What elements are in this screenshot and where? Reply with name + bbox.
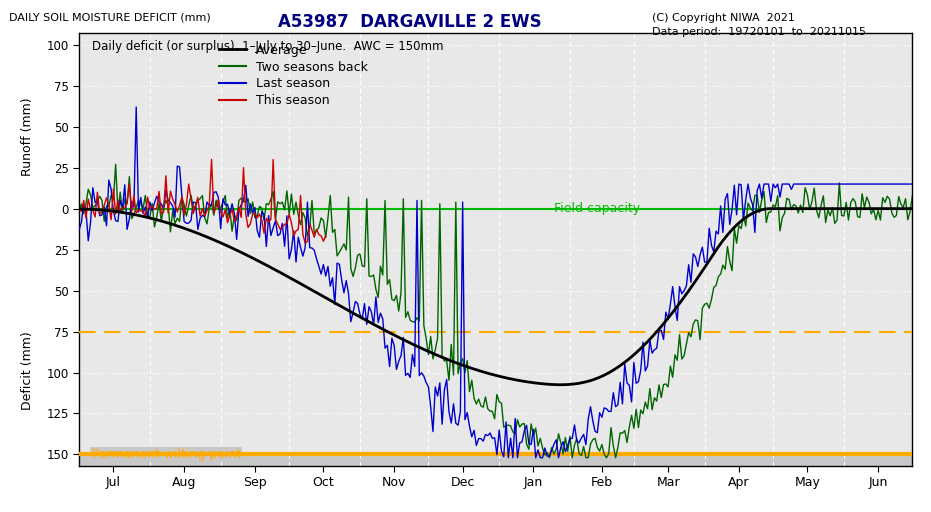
Text: Runoff (mm): Runoff (mm) [21, 98, 34, 177]
Text: Field capacity: Field capacity [554, 202, 641, 215]
Text: DAILY SOIL MOISTURE DEFICIT (mm): DAILY SOIL MOISTURE DEFICIT (mm) [9, 13, 211, 23]
Text: A53987  DARGAVILLE 2 EWS: A53987 DARGAVILLE 2 EWS [277, 13, 542, 31]
Text: Deficit (mm): Deficit (mm) [21, 331, 34, 410]
Bar [79, 455, 912, 466]
Text: Daily deficit (or surplus), 1–July to 30–June.  AWC = 150mm: Daily deficit (or surplus), 1–July to 30… [91, 40, 443, 53]
Legend: Average, Two seasons back, Last season, This season: Average, Two seasons back, Last season, … [219, 44, 368, 107]
Text: Permanent wilting point: Permanent wilting point [91, 448, 241, 461]
Text: Data period:  19720101  to  20211015: Data period: 19720101 to 20211015 [652, 27, 866, 37]
Text: (C) Copyright NIWA  2021: (C) Copyright NIWA 2021 [652, 13, 794, 23]
